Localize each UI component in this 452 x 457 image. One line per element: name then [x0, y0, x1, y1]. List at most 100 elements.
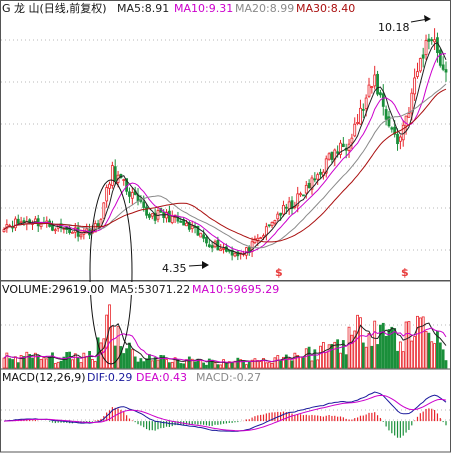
volume-bar	[91, 359, 94, 369]
volume-bar	[14, 356, 17, 369]
volume-bar	[179, 363, 183, 369]
volume-bar	[376, 344, 379, 369]
price-candle-body	[2, 229, 6, 233]
price-candle-body	[259, 237, 263, 240]
price-candle-body	[185, 222, 188, 227]
macd-legend-background	[1, 370, 263, 383]
volume-ma10-legend: MA10:59695.29	[192, 283, 279, 296]
volume-bar	[250, 359, 254, 369]
volume-bar	[76, 357, 80, 369]
volume-bar	[227, 361, 231, 369]
price-candle-body	[356, 122, 359, 124]
price-candle-body	[207, 244, 211, 247]
dif-legend: DIF:0.29	[87, 371, 132, 384]
volume-bar	[393, 328, 397, 369]
price-candle-body	[128, 191, 131, 197]
volume-bar	[438, 342, 442, 369]
ma20-legend: MA20:8.99	[235, 2, 294, 15]
price-candle-body	[296, 193, 300, 207]
volume-bar	[324, 351, 328, 369]
price-candle-body	[418, 58, 422, 72]
price-candle-body	[287, 201, 291, 210]
volume-bar	[71, 359, 74, 369]
price-candle-body	[324, 158, 328, 174]
volume-bar	[165, 359, 168, 369]
price-candle-body	[299, 193, 302, 196]
price-candle-body	[142, 201, 146, 208]
volume-bar	[299, 356, 302, 369]
volume-bar	[441, 349, 445, 369]
volume-bar	[193, 361, 197, 369]
volume-bar	[433, 343, 436, 369]
volume-legend: VOLUME:29619.00	[2, 283, 104, 296]
volume-bar	[327, 344, 331, 369]
volume-bar	[247, 361, 251, 369]
price-candle-body	[28, 219, 32, 224]
volume-bar	[367, 332, 371, 369]
price-candle-body	[267, 224, 271, 227]
price-candle-body	[113, 166, 117, 182]
ma5-legend: MA5:8.91	[117, 2, 169, 15]
volume-bar	[430, 341, 434, 369]
price-candle-body	[373, 74, 377, 87]
price-candle-body	[398, 136, 402, 142]
price-candle-body	[79, 234, 83, 238]
volume-bar	[88, 350, 91, 369]
price-candle-body	[153, 212, 157, 221]
price-candle-body	[190, 225, 194, 230]
volume-bar	[330, 343, 334, 369]
price-candle-body	[270, 222, 274, 227]
volume-bar	[68, 351, 71, 369]
price-candle-body	[376, 73, 379, 95]
price-candle-body	[404, 115, 408, 127]
volume-bar	[353, 330, 357, 369]
price-candle-body	[444, 69, 448, 73]
price-candle-body	[170, 216, 174, 224]
price-candle-body	[284, 206, 288, 209]
price-candle-body	[233, 252, 237, 257]
price-candle-body	[71, 231, 74, 234]
volume-bar	[284, 354, 288, 369]
volume-bar	[381, 322, 385, 369]
dea-legend: DEA:0.43	[136, 371, 187, 384]
legend-background	[1, 1, 351, 15]
price-candle-body	[438, 49, 442, 66]
volume-bar	[270, 363, 274, 369]
volume-bar	[296, 355, 300, 369]
volume-bar	[148, 354, 151, 369]
price-candle-body	[108, 183, 111, 189]
price-candle-body	[353, 123, 357, 137]
volume-bar	[130, 349, 134, 369]
price-candle-body	[364, 97, 368, 109]
volume-bar	[404, 321, 408, 369]
volume-bar	[116, 326, 120, 369]
price-candle-body	[96, 223, 100, 227]
price-candle-body	[279, 212, 283, 216]
volume-bar	[219, 364, 223, 369]
price-candle-body	[282, 204, 285, 215]
volume-bar	[39, 359, 43, 369]
volume-bar	[230, 362, 234, 369]
volume-bar	[153, 357, 157, 369]
volume-bar	[128, 342, 131, 369]
price-candle-body	[39, 223, 43, 227]
volume-bar	[253, 358, 257, 369]
dif-line	[3, 391, 447, 432]
price-candle-body	[396, 133, 399, 145]
volume-bars	[2, 304, 448, 369]
highlight-ellipse	[89, 179, 133, 365]
price-candle-body	[401, 124, 405, 141]
price-panel-frame	[0, 0, 451, 281]
volume-bar	[379, 324, 382, 369]
price-candle-body	[379, 92, 382, 96]
price-candle-body	[433, 39, 436, 43]
price-candle-body	[88, 229, 91, 236]
volume-bar	[108, 304, 111, 369]
ma5-line	[3, 42, 447, 255]
price-candle-body	[22, 220, 26, 223]
volume-bar	[133, 356, 137, 369]
volume-bar	[316, 359, 320, 369]
volume-bar	[45, 358, 49, 369]
price-candle-body	[167, 210, 171, 223]
